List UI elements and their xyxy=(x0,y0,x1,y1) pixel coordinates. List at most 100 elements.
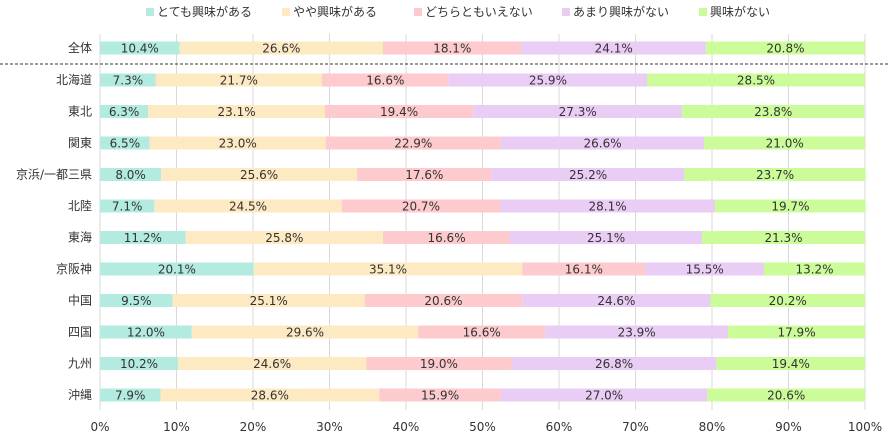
bar-segment xyxy=(728,325,865,339)
bar-segment xyxy=(646,73,865,87)
x-tick-label: 40% xyxy=(393,420,420,434)
bar-segment xyxy=(710,294,865,307)
legend-swatch xyxy=(146,8,154,16)
bar-segment xyxy=(682,105,865,118)
bar-segment xyxy=(366,357,512,370)
category-label: 東海 xyxy=(68,230,92,245)
data-label: 25.1% xyxy=(587,231,625,245)
data-label: 27.3% xyxy=(559,105,597,119)
category-label: 京浜/一都三県 xyxy=(16,168,92,182)
bar-segment xyxy=(100,262,254,276)
bar-segment xyxy=(522,262,646,276)
bar-segment xyxy=(172,294,365,307)
bar-segment xyxy=(684,168,866,181)
data-label: 25.1% xyxy=(250,294,288,308)
data-label: 16.6% xyxy=(427,231,465,245)
bar-segment xyxy=(511,357,717,370)
data-label: 16.6% xyxy=(366,74,404,88)
bar-segment xyxy=(100,388,161,402)
legend-label: あまり興味がない xyxy=(573,4,669,19)
bar-segment xyxy=(100,105,149,118)
bar-segment xyxy=(379,388,501,402)
bar-segment xyxy=(500,388,708,402)
bar-segment xyxy=(707,388,865,402)
bar-segment xyxy=(716,357,865,370)
legend-swatch xyxy=(282,8,290,16)
data-label: 6.5% xyxy=(110,137,141,151)
bar-segment xyxy=(160,388,380,402)
category-label: 東北 xyxy=(68,105,92,119)
data-label: 24.1% xyxy=(595,42,633,56)
data-label: 26.6% xyxy=(584,137,622,151)
data-label: 21.7% xyxy=(220,74,258,88)
x-tick-label: 100% xyxy=(848,420,882,434)
category-label: 九州 xyxy=(68,357,92,371)
x-tick-label: 10% xyxy=(163,420,190,434)
legend-label: とても興味がある xyxy=(157,4,252,19)
data-label: 20.6% xyxy=(424,294,462,308)
bar-segment xyxy=(764,262,865,276)
bar-segment xyxy=(715,199,866,213)
data-label: 7.9% xyxy=(115,389,146,403)
bar-segment xyxy=(154,199,342,213)
data-label: 26.6% xyxy=(262,42,300,56)
data-label: 21.0% xyxy=(766,137,804,151)
bar-segment xyxy=(324,105,474,118)
bar-segment xyxy=(702,231,865,244)
data-label: 16.6% xyxy=(463,326,501,340)
data-label: 20.1% xyxy=(158,263,196,277)
data-label: 28.1% xyxy=(589,200,627,214)
data-label: 25.9% xyxy=(529,74,567,88)
bar-segment xyxy=(100,357,179,370)
bar-segment xyxy=(325,136,501,150)
data-label: 17.6% xyxy=(405,168,443,182)
bar-segment xyxy=(321,73,449,87)
data-label: 23.7% xyxy=(756,168,794,182)
bar-segment xyxy=(191,325,419,339)
bar-segment xyxy=(100,231,186,244)
data-label: 12.0% xyxy=(127,326,165,340)
data-label: 16.1% xyxy=(565,263,603,277)
bar-segment xyxy=(545,325,729,339)
bar-segment xyxy=(100,325,192,339)
category-label: 京阪神 xyxy=(56,262,92,276)
bar-segment xyxy=(357,168,492,181)
data-label: 19.4% xyxy=(380,105,418,119)
data-label: 35.1% xyxy=(369,263,407,277)
data-label: 24.6% xyxy=(597,294,635,308)
data-label: 11.2% xyxy=(124,231,162,245)
category-label: 北海道 xyxy=(56,72,92,87)
bar-segment xyxy=(522,294,711,307)
legend-swatch xyxy=(562,8,570,16)
category-label: 全体 xyxy=(68,40,92,55)
category-label: 北陸 xyxy=(68,199,92,213)
data-label: 21.3% xyxy=(764,231,802,245)
bar-segment xyxy=(500,136,705,150)
data-label: 6.3% xyxy=(109,105,140,119)
bar-segment xyxy=(100,168,162,181)
data-label: 10.4% xyxy=(121,42,159,56)
data-label: 27.0% xyxy=(585,389,623,403)
data-label: 20.2% xyxy=(769,294,807,308)
bar-segment xyxy=(704,136,865,150)
data-label: 18.1% xyxy=(433,42,471,56)
data-label: 25.2% xyxy=(569,168,607,182)
bar-segment xyxy=(448,73,647,87)
bar-segment xyxy=(179,41,384,55)
bar-segment xyxy=(148,105,325,118)
data-label: 20.8% xyxy=(766,42,804,56)
legend-label: やや興味がある xyxy=(293,4,377,19)
legend-label: どちらともいえない xyxy=(425,5,533,19)
x-tick-label: 90% xyxy=(775,420,802,434)
data-label: 22.9% xyxy=(394,137,432,151)
data-label: 29.6% xyxy=(286,326,324,340)
bar-segment xyxy=(155,73,322,87)
data-label: 10.2% xyxy=(120,357,158,371)
bar-segment xyxy=(473,105,683,118)
bar-segment xyxy=(185,231,384,244)
data-label: 15.9% xyxy=(421,389,459,403)
data-label: 24.5% xyxy=(229,200,267,214)
data-label: 7.1% xyxy=(112,200,143,214)
bar-segment xyxy=(383,231,511,244)
